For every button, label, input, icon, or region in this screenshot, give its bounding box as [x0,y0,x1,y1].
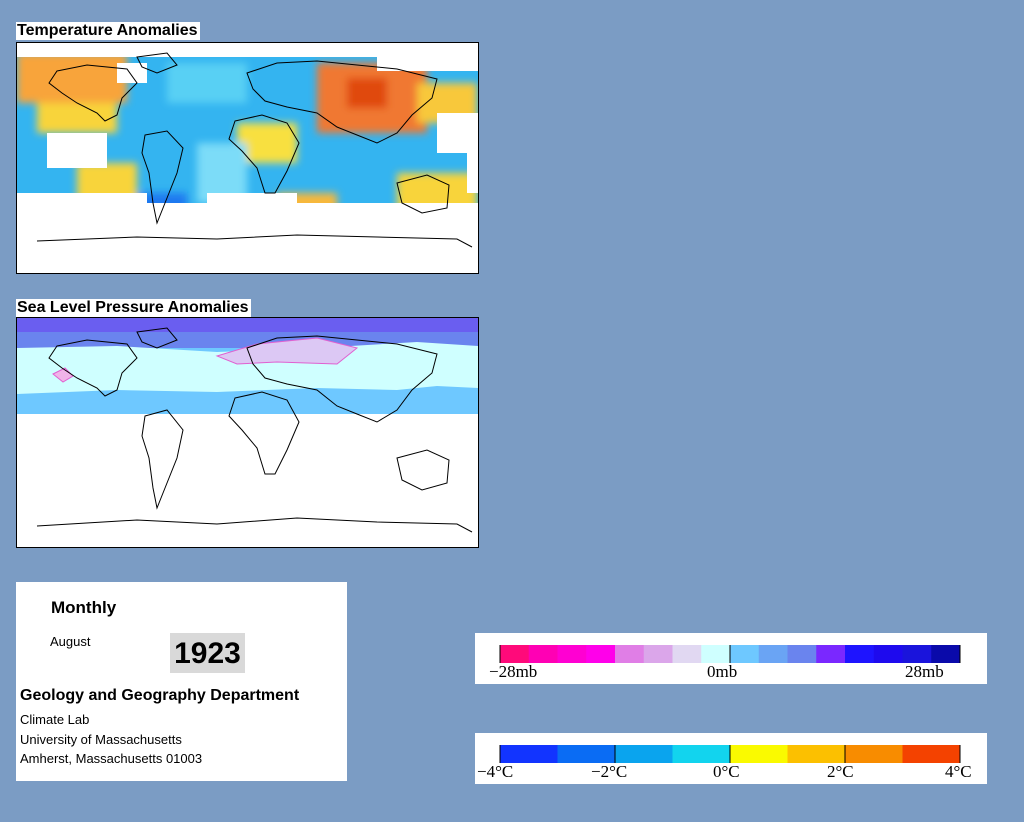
temperature-map [16,42,479,274]
pressure-legend: −28mb 0mb 28mb [475,633,987,684]
legend-swatch [557,745,616,763]
legend-swatch [500,645,530,663]
legend-swatch [672,645,702,663]
temperature-title: Temperature Anomalies [16,22,200,40]
legend-swatch [643,645,673,663]
department-name: Geology and Geography Department [20,687,300,704]
temperature-colorbar [499,745,961,763]
lab-name: Climate Lab [20,712,90,727]
legend-swatch [787,745,846,763]
university-name: University of Massachusetts [20,732,182,747]
temperature-label-plus4: 4°C [945,762,972,781]
legend-swatch [557,645,587,663]
temperature-label-minus4: −4°C [477,762,513,781]
pressure-label-min: −28mb [489,662,537,681]
pressure-coastlines [36,327,473,533]
legend-swatch [615,645,645,663]
temperature-label-minus2: −2°C [591,762,627,781]
pressure-colorbar [499,645,961,663]
pressure-title: Sea Level Pressure Anomalies [16,299,251,317]
legend-swatch [672,745,731,763]
legend-swatch [701,645,731,663]
legend-swatch [816,645,846,663]
info-box: Monthly August 1923 Geology and Geograph… [16,582,347,781]
legend-swatch [730,645,760,663]
legend-swatch [845,745,903,763]
legend-swatch [500,745,558,763]
temperature-coastlines [36,52,473,248]
legend-swatch [787,645,817,663]
pressure-anomaly-field [17,318,478,414]
pressure-label-zero: 0mb [707,662,737,681]
period-label: Monthly [51,598,117,617]
temperature-label-zero: 0°C [713,762,740,781]
legend-swatch [902,745,961,763]
address: Amherst, Massachusetts 01003 [20,751,203,766]
year-label: 1923 [170,633,245,673]
legend-swatch [758,645,788,663]
pressure-map [16,317,479,548]
temperature-anomaly-field [17,43,478,273]
temperature-legend: −4°C −2°C 0°C 2°C 4°C [475,733,987,784]
legend-swatch [931,645,961,663]
temperature-label-plus2: 2°C [827,762,854,781]
pressure-label-max: 28mb [905,662,944,681]
legend-swatch [730,745,788,763]
legend-swatch [873,645,903,663]
legend-swatch [902,645,932,663]
legend-swatch [615,745,673,763]
legend-swatch [586,645,616,663]
legend-swatch [845,645,875,663]
legend-swatch [528,645,558,663]
month-label: August [50,634,91,649]
